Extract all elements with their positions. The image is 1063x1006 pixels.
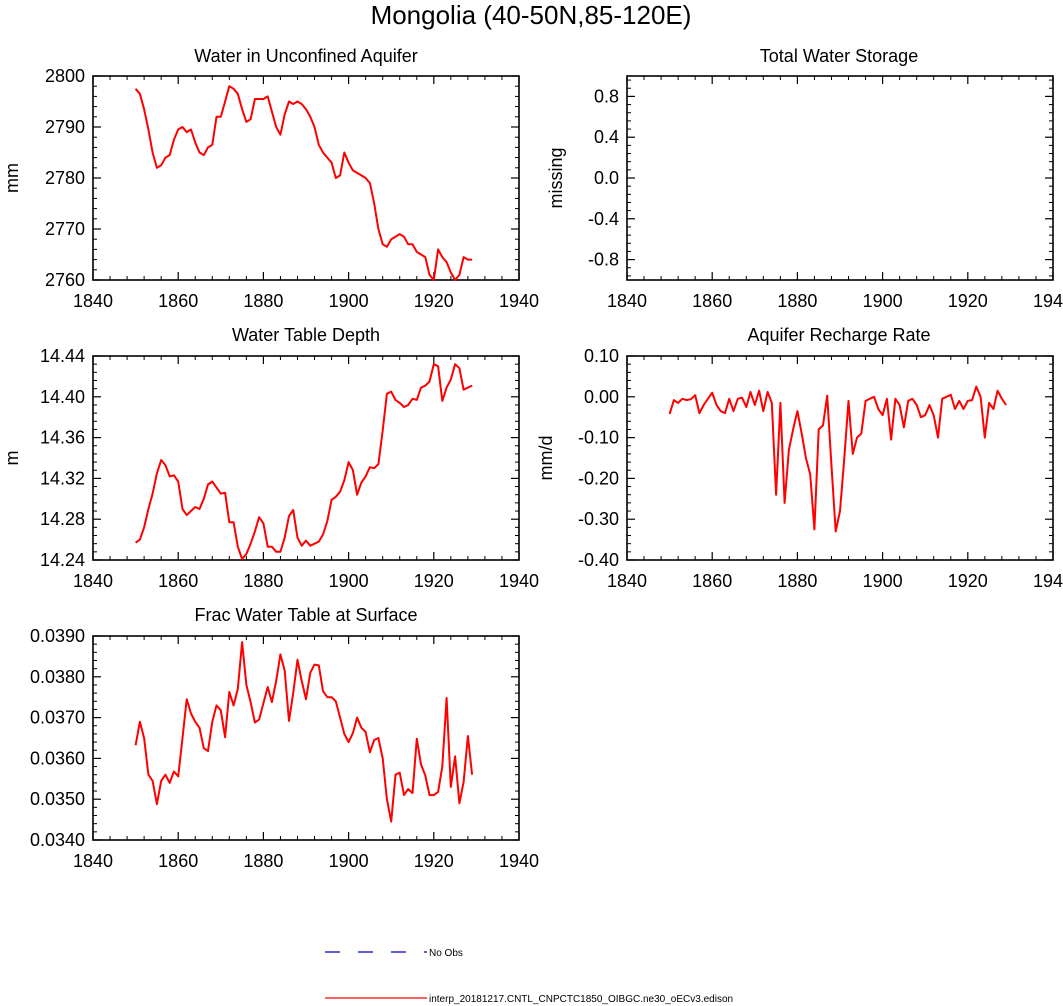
plot-frame	[92, 355, 520, 561]
y-axis-label-tws: missing	[546, 147, 566, 208]
y-tick-label: -0.8	[588, 250, 619, 270]
panel-title-fwts: Frac Water Table at Surface	[194, 605, 417, 625]
x-tick-label: 1940	[499, 291, 539, 311]
series-line-model	[668, 385, 1007, 533]
y-tick-label: 0.0370	[30, 708, 85, 728]
x-tick-label: 1920	[414, 851, 454, 871]
figure-title: Mongolia (40-50N,85-120E)	[371, 0, 692, 30]
y-tick-label: 0.0	[594, 168, 619, 188]
legend-label-no-obs: No Obs	[429, 948, 463, 959]
x-tick-label: 1880	[243, 291, 283, 311]
y-tick-label: 0.0340	[30, 830, 85, 850]
x-tick-label: 1840	[73, 571, 113, 591]
x-tick-label: 1860	[692, 291, 732, 311]
x-tick-label: 1860	[692, 571, 732, 591]
x-tick-label: 1940	[1033, 291, 1063, 311]
x-tick-label: 1920	[948, 571, 988, 591]
x-tick-label: 1940	[1033, 571, 1063, 591]
y-tick-label: 14.28	[40, 509, 85, 529]
panel-wtd: Water Table Depth m 1840 1860 1880 1900 1920…	[2, 325, 539, 591]
y-axis-label-recharge: mm/d	[536, 436, 556, 481]
x-tick-label: 1840	[73, 291, 113, 311]
y-axis-label-aquifer: mm	[2, 163, 22, 193]
y-tick-label: 14.24	[40, 550, 85, 570]
y-tick-label: 0.4	[594, 127, 619, 147]
plot-area-tws: 1840 1860 1880 1900 1920 1940 -0.8 -0.4 0.0 0.4 0.…	[588, 75, 1063, 311]
panel-title-tws: Total Water Storage	[760, 46, 918, 66]
y-tick-label: 0.10	[584, 346, 619, 366]
x-tick-label: 1900	[863, 571, 903, 591]
x-tick-label: 1860	[158, 571, 198, 591]
y-tick-label: 2780	[45, 168, 85, 188]
y-tick-label: 2760	[45, 270, 85, 290]
x-tick-label: 1880	[777, 291, 817, 311]
y-tick-label: 14.40	[40, 387, 85, 407]
x-tick-label: 1940	[499, 851, 539, 871]
series-line-model	[135, 363, 473, 560]
panel-aquifer: Water in Unconfined Aquifer mm 1840 1860 1…	[2, 46, 539, 311]
plot-area-wtd: 1840 1860 1880 1900 1920 1940 14.24 14.28 14.32 1…	[40, 346, 539, 591]
plot-frame	[626, 75, 1054, 281]
panel-title-recharge: Aquifer Recharge Rate	[747, 325, 930, 345]
y-tick-label: 0.8	[594, 86, 619, 106]
y-tick-label: 0.0360	[30, 748, 85, 768]
x-tick-label: 1900	[329, 571, 369, 591]
x-tick-label: 1840	[73, 851, 113, 871]
y-tick-label: 14.32	[40, 468, 85, 488]
x-tick-label: 1920	[414, 291, 454, 311]
y-axis-label-wtd: m	[2, 451, 22, 466]
x-tick-label: 1840	[607, 571, 647, 591]
x-tick-label: 1880	[243, 851, 283, 871]
panel-title-aquifer: Water in Unconfined Aquifer	[194, 46, 417, 66]
legend-label-model: interp_20181217.CNTL_CNPCTC1850_OIBGC.ne…	[429, 994, 733, 1005]
plot-frame	[92, 75, 520, 281]
legend: No Obs interp_20181217.CNTL_CNPCTC1850_O…	[325, 948, 733, 1005]
x-tick-label: 1860	[158, 851, 198, 871]
x-tick-label: 1880	[777, 571, 817, 591]
x-tick-label: 1860	[158, 291, 198, 311]
y-tick-label: 2800	[45, 66, 85, 86]
y-tick-label: -0.20	[578, 468, 619, 488]
y-tick-label: 0.0380	[30, 667, 85, 687]
plot-area-recharge: 1840 1860 1880 1900 1920 1940 -0.40 -0.30 -0.20 -…	[578, 346, 1063, 591]
panel-recharge: Aquifer Recharge Rate mm/d 1840 1860 1880 1…	[536, 325, 1063, 591]
x-tick-label: 1900	[329, 851, 369, 871]
y-tick-label: 14.36	[40, 428, 85, 448]
series-line-model	[134, 641, 474, 823]
y-tick-label: 2770	[45, 219, 85, 239]
y-tick-label: -0.4	[588, 209, 619, 229]
y-tick-label: -0.30	[578, 509, 619, 529]
x-tick-label: 1940	[499, 571, 539, 591]
x-tick-label: 1900	[329, 291, 369, 311]
plot-frame	[626, 355, 1054, 561]
x-tick-label: 1920	[414, 571, 454, 591]
plot-area-aquifer: 1840 1860 1880 1900 1920 1940 2760 2770 2780 2790…	[45, 66, 539, 311]
y-tick-label: -0.40	[578, 550, 619, 570]
plot-area-fwts: 1840 1860 1880 1900 1920 1940 0.0340 0.0350 0.03…	[30, 626, 539, 871]
y-tick-label: -0.10	[578, 428, 619, 448]
panel-fwts: Frac Water Table at Surface 1840 1860 1880…	[30, 605, 539, 871]
plot-frame	[92, 635, 520, 841]
panel-title-wtd: Water Table Depth	[232, 325, 380, 345]
y-tick-label: 14.44	[40, 346, 85, 366]
series-line-model	[134, 85, 473, 281]
y-tick-label: 0.0350	[30, 789, 85, 809]
x-tick-label: 1920	[948, 291, 988, 311]
x-tick-label: 1900	[863, 291, 903, 311]
x-tick-label: 1880	[243, 571, 283, 591]
y-tick-label: 0.00	[584, 387, 619, 407]
x-tick-label: 1840	[607, 291, 647, 311]
y-tick-label: 2790	[45, 117, 85, 137]
panel-tws: Total Water Storage missing 1840 1860 1880…	[546, 46, 1063, 311]
y-tick-label: 0.0390	[30, 626, 85, 646]
